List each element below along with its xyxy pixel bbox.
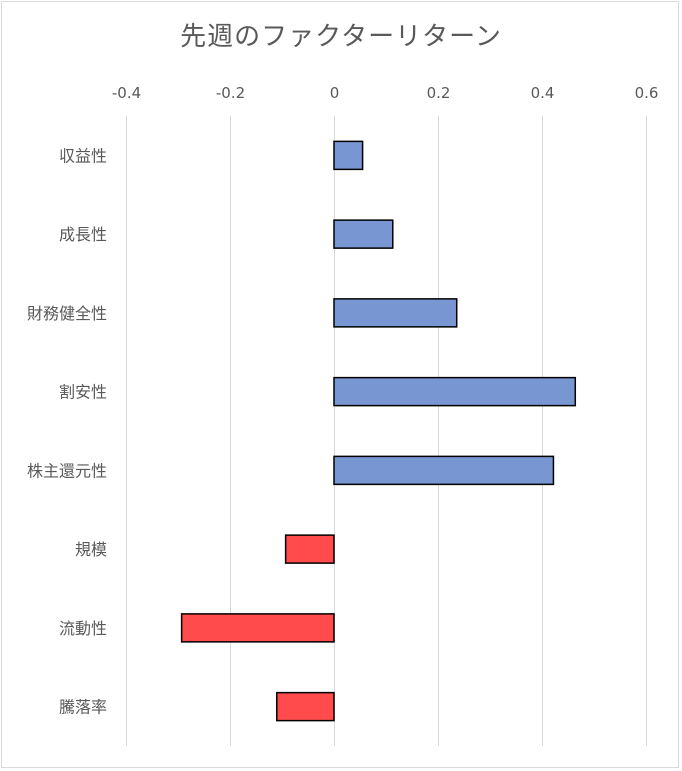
bar [333,298,458,328]
x-tick-label: 0 [330,84,340,102]
category-label: 財務健全性 [27,304,107,323]
x-tick-label: 0.4 [531,84,555,102]
x-tick-label: -0.4 [112,84,141,102]
bars [180,140,577,722]
bar [276,691,335,722]
bar [180,613,335,643]
bar [333,140,364,171]
bar [333,219,394,249]
x-axis-tick-labels: -0.4 -0.2 0 0.2 0.4 0.6 [112,84,659,102]
bar [333,455,555,486]
x-tick-label: 0.6 [635,84,659,102]
gridlines [126,116,647,746]
bar [284,534,335,564]
category-label: 割安性 [59,383,107,402]
chart-title: 先週のファクターリターン [180,22,502,52]
category-label: 成長性 [59,225,107,244]
category-label: 収益性 [59,146,107,165]
x-tick-label: 0.2 [427,84,451,102]
category-label: 株主還元性 [27,461,107,480]
x-tick-label: -0.2 [216,84,245,102]
category-label: 流動性 [59,619,107,638]
category-label: 騰落率 [59,698,107,717]
category-label: 規模 [75,540,107,559]
bar [333,376,577,407]
